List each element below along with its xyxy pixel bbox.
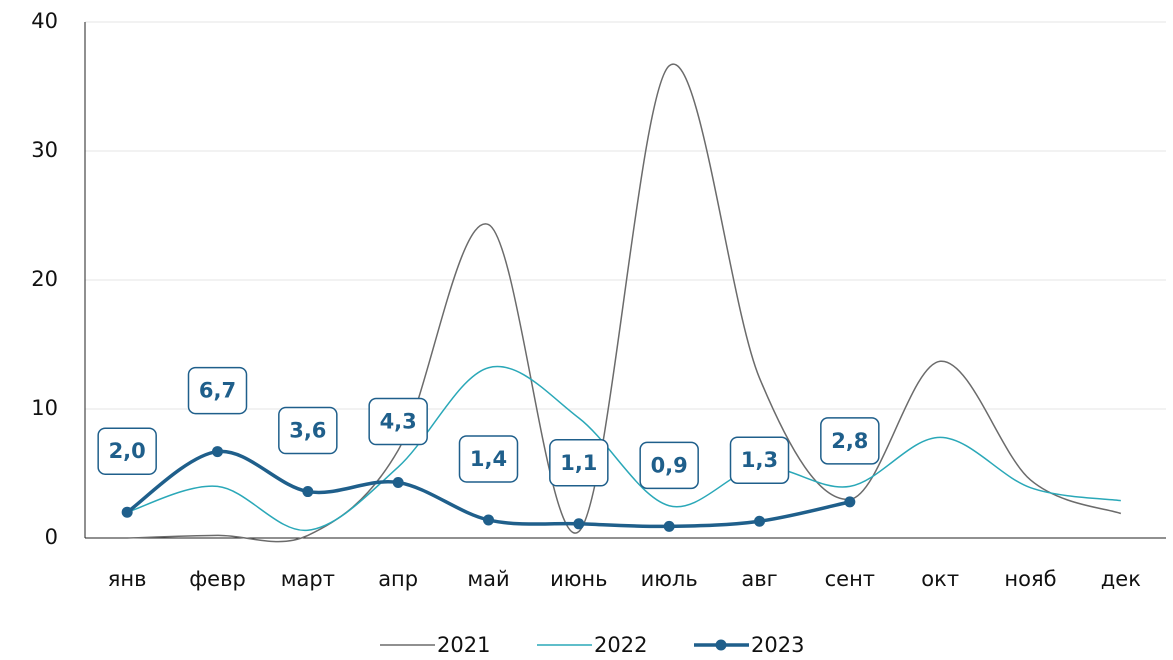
point xyxy=(392,477,404,489)
series-line xyxy=(127,63,1122,543)
data-label: 2,0 xyxy=(109,439,146,463)
legend-item: 2022 xyxy=(537,633,647,657)
label-box xyxy=(820,417,880,465)
data-label: 4,3 xyxy=(380,410,417,434)
x-tick-label: февр xyxy=(189,567,246,591)
x-tick-label: март xyxy=(281,567,335,591)
legend-item: 2023 xyxy=(694,633,804,657)
x-tick-label: апр xyxy=(378,567,418,591)
legend-item: 2021 xyxy=(380,633,490,657)
point xyxy=(573,518,585,530)
data-label: 1,3 xyxy=(741,448,778,472)
label-box xyxy=(97,427,157,475)
legend-marker xyxy=(715,639,727,651)
point xyxy=(121,506,133,518)
y-tick-label: 10 xyxy=(31,396,58,420)
data-label: 0,9 xyxy=(651,453,688,477)
point xyxy=(483,514,494,526)
x-tick-label: май xyxy=(467,567,509,591)
point xyxy=(302,486,314,498)
x-tick-label: июнь xyxy=(550,567,607,591)
x-tick-label: дек xyxy=(1101,567,1141,591)
point xyxy=(212,446,223,458)
label-box xyxy=(187,366,248,415)
data-label: 2,8 xyxy=(831,429,868,453)
x-tick-label: сент xyxy=(825,567,875,591)
label-box xyxy=(278,406,338,455)
y-tick-label: 40 xyxy=(31,9,58,33)
point xyxy=(754,515,765,527)
point xyxy=(844,496,856,508)
label-box xyxy=(549,439,609,487)
y-tick-label: 30 xyxy=(31,138,58,162)
x-tick-label: авг xyxy=(741,567,777,591)
x-tick-label: июль xyxy=(641,567,698,591)
data-label: 1,4 xyxy=(470,447,507,471)
label-box xyxy=(368,397,428,446)
legend-label: 2023 xyxy=(751,633,804,657)
data-label: 1,1 xyxy=(560,451,597,475)
label-box xyxy=(639,441,699,490)
data-label: 3,6 xyxy=(289,419,326,443)
x-tick-label: янв xyxy=(108,567,147,591)
label-box xyxy=(458,435,519,483)
x-tick-label: нояб xyxy=(1004,567,1056,591)
label-box xyxy=(729,436,790,484)
legend-label: 2021 xyxy=(437,633,490,657)
legend-label: 2022 xyxy=(594,633,647,657)
y-tick-label: 20 xyxy=(31,267,58,291)
y-tick-label: 0 xyxy=(45,525,58,549)
series-line xyxy=(126,365,1121,532)
point xyxy=(663,520,675,532)
data-label: 6,7 xyxy=(199,379,236,403)
x-tick-label: окт xyxy=(921,567,959,591)
